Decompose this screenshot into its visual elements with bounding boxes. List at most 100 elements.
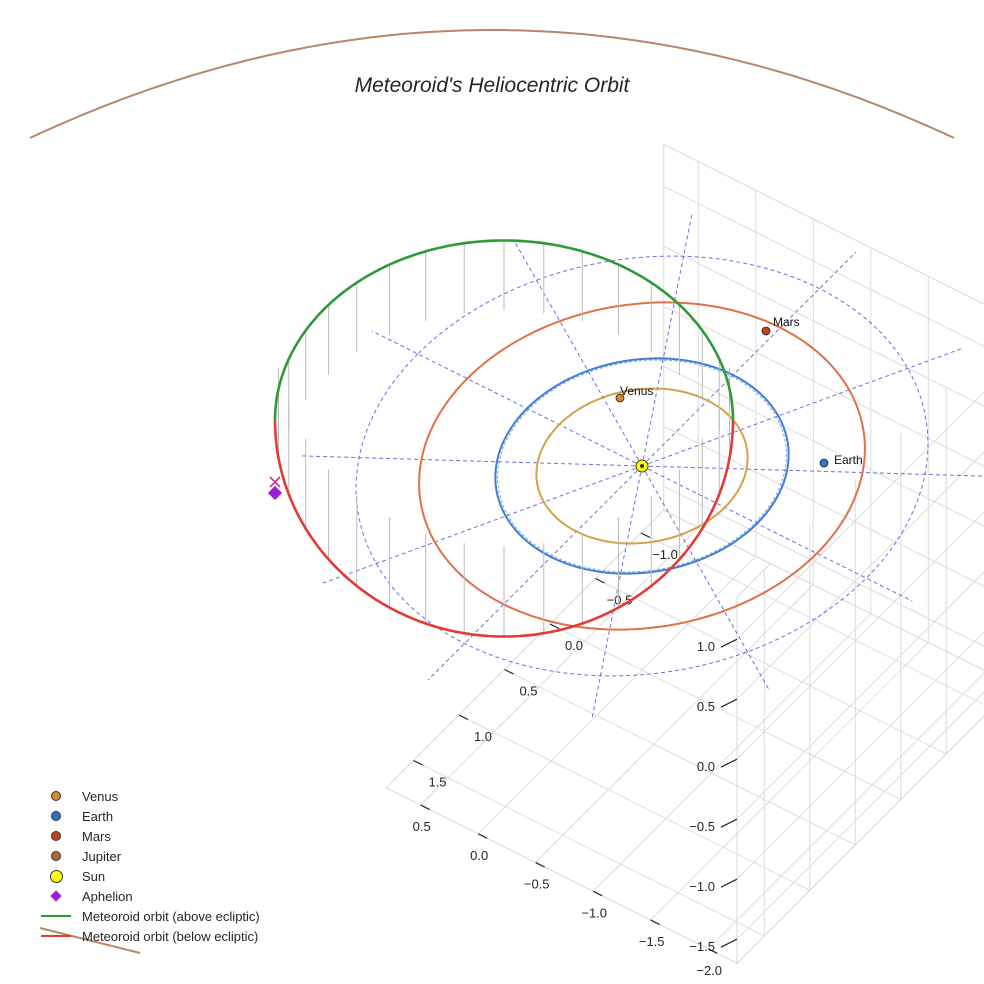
y-tick-label: 0.0 bbox=[565, 638, 583, 653]
grid-line-y bbox=[504, 478, 856, 846]
legend-label: Meteoroid orbit (below ecliptic) bbox=[82, 928, 259, 944]
grid-line-y bbox=[458, 524, 811, 892]
x-tick bbox=[535, 862, 545, 868]
legend-swatch-line bbox=[41, 915, 71, 917]
grid-line-x bbox=[592, 247, 872, 892]
grid-line-y bbox=[640, 532, 984, 706]
axes-panes bbox=[385, 143, 984, 965]
y-tick bbox=[549, 623, 560, 630]
legend-swatch bbox=[36, 846, 76, 866]
legend-swatch bbox=[36, 906, 76, 926]
legend-label: Earth bbox=[82, 808, 114, 824]
y-tick bbox=[595, 577, 605, 584]
legend-label: Meteoroid orbit (above ecliptic) bbox=[82, 908, 260, 924]
legend-item: Mars bbox=[36, 826, 260, 846]
legend-swatch-dot bbox=[51, 811, 61, 821]
legend-swatch-diamond bbox=[50, 890, 62, 902]
z-tick-label: 1.0 bbox=[697, 639, 715, 654]
x-tick bbox=[592, 890, 603, 897]
legend: Venus Earth Mars Jupiter Sun Aphelion Meteoroi… bbox=[36, 786, 260, 946]
grid-line-z bbox=[663, 185, 984, 640]
grid-line-y bbox=[595, 387, 947, 755]
legend-label: Aphelion bbox=[82, 888, 133, 904]
z-tick-label: −1.5 bbox=[689, 939, 715, 954]
legend-label: Sun bbox=[82, 868, 106, 884]
ecliptic-radial-line bbox=[641, 347, 963, 467]
y-tick-label: 0.5 bbox=[519, 684, 537, 699]
z-tick-label: 0.5 bbox=[697, 699, 715, 714]
legend-swatch-line bbox=[41, 935, 71, 937]
x-tick-label: −0.5 bbox=[524, 877, 550, 892]
z-tick bbox=[720, 878, 738, 888]
z-tick bbox=[720, 698, 738, 708]
legend-swatch-dot bbox=[51, 831, 61, 841]
grid-line-x bbox=[477, 190, 757, 835]
axis-ticks: −2.0 −1.5 −1.0 −0.5 0.0 0.5 −1.0 −0.5 0.0 0.5 1.0 1… bbox=[413, 532, 738, 978]
sun-center bbox=[640, 464, 644, 468]
legend-label: Jupiter bbox=[82, 848, 122, 864]
ecliptic-radial-line bbox=[371, 330, 643, 467]
legend-item: Earth bbox=[36, 806, 260, 826]
z-tick bbox=[720, 758, 738, 768]
z-tick bbox=[720, 938, 738, 948]
aphelion-diamond bbox=[267, 485, 283, 501]
ecliptic-radial-line bbox=[641, 465, 770, 691]
ecliptic-radial-line bbox=[641, 213, 693, 467]
x-tick-label: 0.0 bbox=[470, 848, 488, 863]
earth-label: Earth bbox=[834, 453, 863, 467]
orbits bbox=[29, 29, 983, 954]
aphelion-cross bbox=[269, 476, 281, 488]
ecliptic-radial-line bbox=[641, 465, 983, 477]
legend-item: Jupiter bbox=[36, 846, 260, 866]
meteoroid-orbit-below bbox=[273, 420, 735, 638]
ecliptic-radial-line bbox=[514, 241, 643, 467]
y-tick-label: 1.0 bbox=[474, 729, 492, 744]
jupiter-orbit-arc-bottom bbox=[39, 927, 141, 954]
ecliptic-radial-line bbox=[427, 465, 643, 681]
legend-label: Mars bbox=[82, 828, 111, 844]
z-tick-label: −1.0 bbox=[689, 879, 715, 894]
grid-line-x bbox=[535, 219, 814, 863]
y-tick bbox=[504, 668, 514, 675]
mars-label: Mars bbox=[773, 315, 800, 329]
legend-swatch bbox=[36, 786, 76, 806]
grid-line-z bbox=[663, 485, 984, 940]
legend-swatch-dot bbox=[51, 791, 61, 801]
legend-swatch bbox=[36, 866, 76, 886]
earth-marker bbox=[819, 458, 829, 468]
legend-swatch-sun bbox=[49, 869, 63, 883]
earth-orbit-trace bbox=[497, 359, 787, 573]
y-tick bbox=[640, 532, 651, 539]
z-tick bbox=[720, 638, 738, 648]
x-tick bbox=[707, 948, 718, 954]
y-tick-label: 1.5 bbox=[428, 775, 446, 790]
z-tick bbox=[720, 818, 738, 828]
y-tick-label: −0.5 bbox=[607, 593, 633, 608]
x-tick bbox=[420, 804, 430, 811]
legend-swatch bbox=[36, 926, 76, 946]
legend-label: Venus bbox=[82, 788, 119, 804]
grid-line-x bbox=[650, 276, 929, 921]
venus-label: Venus bbox=[620, 384, 653, 398]
x-tick-label: −1.5 bbox=[639, 934, 665, 949]
ecliptic-radial-line bbox=[641, 251, 857, 467]
y-tick bbox=[413, 759, 423, 766]
markers: Venus Earth Mars bbox=[267, 315, 863, 501]
grid-line-x bbox=[707, 672, 984, 950]
z-tick-label: 0.0 bbox=[697, 759, 715, 774]
legend-item: Meteoroid orbit (below ecliptic) bbox=[36, 926, 260, 946]
legend-item: Aphelion bbox=[36, 886, 260, 906]
x-tick-label: −2.0 bbox=[696, 963, 722, 978]
x-tick bbox=[650, 919, 660, 926]
legend-item: Meteoroid orbit (above ecliptic) bbox=[36, 906, 260, 926]
meteoroid-orbit-above bbox=[273, 239, 735, 421]
legend-swatch bbox=[36, 806, 76, 826]
legend-item: Sun bbox=[36, 866, 260, 886]
grid-line-z bbox=[663, 245, 984, 700]
legend-swatch bbox=[36, 826, 76, 846]
ecliptic-radial-line bbox=[591, 465, 643, 719]
mars-marker bbox=[761, 326, 771, 336]
legend-item: Venus bbox=[36, 786, 260, 806]
